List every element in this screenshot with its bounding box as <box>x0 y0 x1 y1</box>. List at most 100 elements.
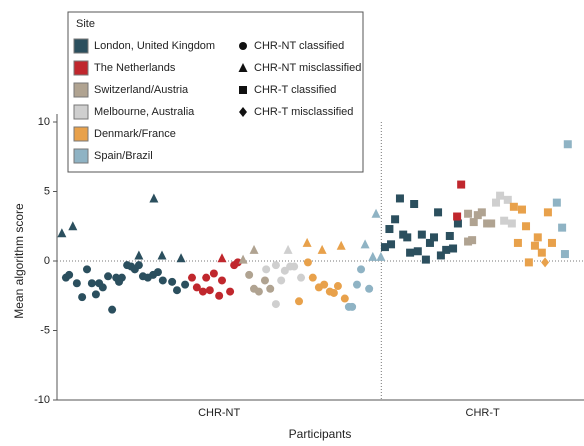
point <box>209 269 218 278</box>
point <box>371 208 381 218</box>
point <box>395 194 404 203</box>
legend-label: Switzerland/Austria <box>94 84 189 96</box>
point <box>513 238 522 247</box>
point <box>266 284 275 293</box>
point <box>503 195 512 204</box>
y-tick-label: 0 <box>44 255 50 267</box>
point <box>217 253 227 263</box>
legend-label: Melbourne, Australia <box>94 106 195 118</box>
point <box>442 245 451 254</box>
point <box>302 237 312 247</box>
legend-swatch <box>73 38 89 54</box>
legend-marker <box>239 107 247 117</box>
legend-swatch <box>73 126 89 142</box>
point <box>352 280 361 289</box>
point <box>176 253 186 263</box>
point <box>226 287 235 296</box>
legend-label: CHR-NT misclassified <box>254 62 361 74</box>
point <box>320 280 329 289</box>
group-label: CHR-NT <box>198 407 240 419</box>
point <box>153 268 162 277</box>
point <box>217 276 226 285</box>
point <box>464 237 473 246</box>
point <box>380 243 389 252</box>
point <box>421 255 430 264</box>
point <box>464 209 473 218</box>
point <box>453 219 462 228</box>
point <box>453 212 462 221</box>
point <box>543 208 552 217</box>
point <box>295 297 304 306</box>
point <box>563 140 572 149</box>
point <box>477 208 486 217</box>
point <box>57 228 67 238</box>
point <box>78 293 87 302</box>
point <box>157 250 167 260</box>
y-axis-label: Mean algorithm score <box>12 203 26 319</box>
point <box>245 270 254 279</box>
point <box>233 258 242 267</box>
legend-swatch <box>73 104 89 120</box>
point <box>198 287 207 296</box>
point <box>406 248 415 257</box>
point <box>537 248 546 257</box>
point <box>98 283 107 292</box>
point <box>417 230 426 239</box>
point <box>410 200 419 209</box>
point <box>249 244 259 254</box>
legend-label: The Netherlands <box>94 62 176 74</box>
point <box>507 219 516 228</box>
point <box>117 273 126 282</box>
point <box>283 244 293 254</box>
legend-swatch <box>73 60 89 76</box>
point <box>487 219 496 228</box>
legend-label: Spain/Brazil <box>94 150 153 162</box>
point <box>205 286 214 295</box>
legend-swatch <box>73 148 89 164</box>
point <box>333 282 342 291</box>
point <box>530 241 539 250</box>
point <box>149 193 159 203</box>
point <box>560 250 569 259</box>
legend-label: London, United Kingdom <box>94 40 215 52</box>
point <box>68 221 78 231</box>
legend-label: Denmark/France <box>94 128 176 140</box>
point <box>365 284 374 293</box>
point <box>376 251 386 261</box>
point <box>192 283 201 292</box>
point <box>434 208 443 217</box>
y-tick-label: -5 <box>40 324 50 336</box>
group-label: CHR-T <box>466 407 500 419</box>
point <box>215 291 224 300</box>
point <box>469 218 478 227</box>
point <box>262 265 271 274</box>
point <box>65 270 74 279</box>
point <box>468 236 477 245</box>
point <box>430 233 439 242</box>
point <box>290 262 299 271</box>
point <box>329 288 338 297</box>
point <box>158 276 167 285</box>
point <box>108 305 117 314</box>
point <box>492 198 501 207</box>
point <box>547 238 556 247</box>
legend-title: Site <box>76 18 95 30</box>
point <box>104 272 113 281</box>
y-tick-label: 5 <box>44 185 50 197</box>
point <box>436 251 445 260</box>
legend-label: CHR-T misclassified <box>254 106 353 118</box>
point <box>297 273 306 282</box>
point <box>517 205 526 214</box>
point <box>271 300 280 309</box>
point <box>413 247 422 256</box>
point <box>425 238 434 247</box>
point <box>181 280 190 289</box>
point <box>340 294 349 303</box>
point <box>168 277 177 286</box>
point <box>348 302 357 311</box>
point <box>172 286 181 295</box>
x-axis-label: Participants <box>289 427 352 441</box>
point <box>391 215 400 224</box>
point <box>134 261 143 270</box>
